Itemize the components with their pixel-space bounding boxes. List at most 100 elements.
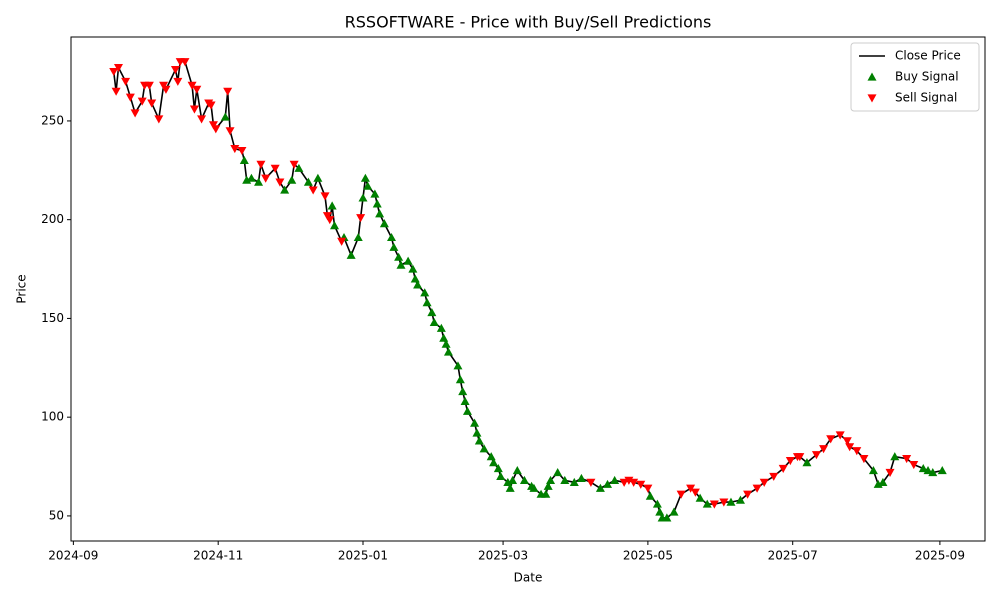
- sell-marker: [161, 85, 171, 94]
- y-tick-label: 100: [41, 410, 64, 424]
- buy-marker: [396, 260, 406, 269]
- sell-marker: [225, 127, 235, 136]
- sell-marker: [909, 460, 919, 470]
- plot-frame: [70, 36, 986, 542]
- sell-marker: [629, 478, 639, 487]
- buy-marker: [603, 479, 613, 488]
- buy-marker: [512, 465, 522, 475]
- sell-marker: [121, 77, 131, 86]
- sell-marker: [192, 85, 202, 94]
- sell-marker: [902, 455, 912, 464]
- sell-marker: [237, 146, 247, 156]
- buy-marker: [868, 465, 878, 475]
- y-tick-label: 50: [49, 508, 64, 522]
- sell-marker: [325, 216, 335, 225]
- sell-marker: [206, 101, 216, 110]
- buy-marker: [569, 477, 579, 486]
- buy-marker: [410, 274, 420, 283]
- x-tick-label: 2025-07: [768, 549, 818, 563]
- x-tick-label: 2025-09: [915, 549, 965, 563]
- sell-marker: [289, 160, 299, 169]
- sell-marker: [719, 498, 729, 507]
- buy-marker: [360, 173, 370, 182]
- buy-marker: [458, 386, 468, 396]
- buy-marker: [403, 256, 413, 265]
- buy-marker: [389, 242, 399, 251]
- sell-marker: [743, 490, 753, 499]
- x-tick-label: 2025-01: [338, 549, 388, 563]
- sell-marker: [189, 105, 199, 114]
- buy-marker: [652, 499, 662, 508]
- buy-marker: [802, 458, 812, 467]
- buy-marker: [645, 491, 655, 500]
- legend-swatch: [867, 94, 877, 103]
- buy-marker: [427, 308, 437, 317]
- sell-marker: [173, 77, 183, 86]
- buy-marker: [443, 347, 453, 356]
- sell-marker: [826, 435, 836, 444]
- x-axis-label: Date: [514, 571, 543, 585]
- buy-marker: [726, 497, 736, 506]
- y-tick-label: 200: [41, 212, 64, 226]
- sell-marker: [130, 109, 140, 118]
- sell-marker: [690, 488, 700, 497]
- sell-marker: [180, 58, 190, 67]
- buy-marker: [695, 493, 705, 502]
- sell-marker: [859, 455, 869, 464]
- y-axis-label: Price: [15, 274, 29, 303]
- x-tick-label: 2025-03: [478, 549, 528, 563]
- buy-marker: [370, 189, 380, 198]
- buy-marker: [441, 339, 451, 348]
- sell-marker: [197, 115, 207, 124]
- buy-marker: [413, 280, 423, 289]
- buy-marker: [878, 477, 888, 486]
- sell-marker: [619, 478, 629, 487]
- buy-marker: [439, 333, 449, 342]
- legend-label: Sell Signal: [895, 91, 957, 105]
- buy-marker: [254, 177, 264, 186]
- sell-marker: [852, 447, 862, 456]
- sell-marker: [113, 64, 123, 73]
- sell-marker: [643, 484, 653, 493]
- buy-marker: [553, 467, 563, 477]
- buy-marker: [220, 112, 230, 121]
- sell-marker: [676, 490, 686, 499]
- buy-marker: [505, 483, 515, 492]
- buy-marker: [394, 252, 404, 261]
- buy-marker: [474, 436, 484, 445]
- buy-marker: [246, 173, 256, 182]
- buy-marker: [595, 483, 605, 492]
- sell-marker: [356, 214, 366, 223]
- sell-marker: [320, 192, 330, 201]
- buy-marker: [519, 475, 529, 484]
- buy-marker: [408, 264, 418, 273]
- buy-marker: [543, 481, 553, 490]
- buy-marker: [453, 361, 463, 370]
- sell-marker: [845, 443, 855, 452]
- sell-marker: [261, 174, 271, 183]
- buy-marker: [386, 232, 396, 242]
- legend-swatch: [867, 72, 877, 81]
- buy-marker: [470, 418, 480, 427]
- buy-marker: [508, 475, 518, 484]
- sell-marker: [111, 87, 121, 96]
- sell-marker: [154, 115, 164, 124]
- legend-label: Buy Signal: [895, 70, 959, 84]
- buy-marker: [472, 428, 482, 437]
- sell-marker: [147, 99, 157, 108]
- sell-marker: [752, 484, 762, 493]
- sell-marker: [270, 164, 280, 173]
- y-tick-label: 250: [41, 113, 64, 127]
- buy-marker: [429, 317, 439, 326]
- buy-marker: [576, 473, 586, 482]
- sell-marker: [170, 65, 180, 75]
- buy-marker: [346, 250, 356, 259]
- buy-marker: [479, 444, 489, 453]
- buy-marker: [928, 467, 938, 477]
- sell-marker: [686, 484, 696, 493]
- buy-marker: [918, 464, 928, 473]
- buy-marker: [493, 464, 503, 473]
- sell-marker: [109, 67, 119, 77]
- buy-marker: [462, 406, 472, 415]
- sell-marker: [223, 87, 233, 96]
